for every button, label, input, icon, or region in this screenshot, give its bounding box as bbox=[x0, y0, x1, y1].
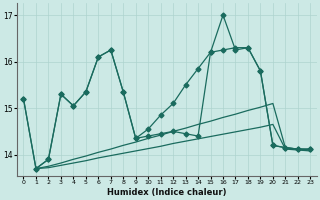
X-axis label: Humidex (Indice chaleur): Humidex (Indice chaleur) bbox=[107, 188, 227, 197]
